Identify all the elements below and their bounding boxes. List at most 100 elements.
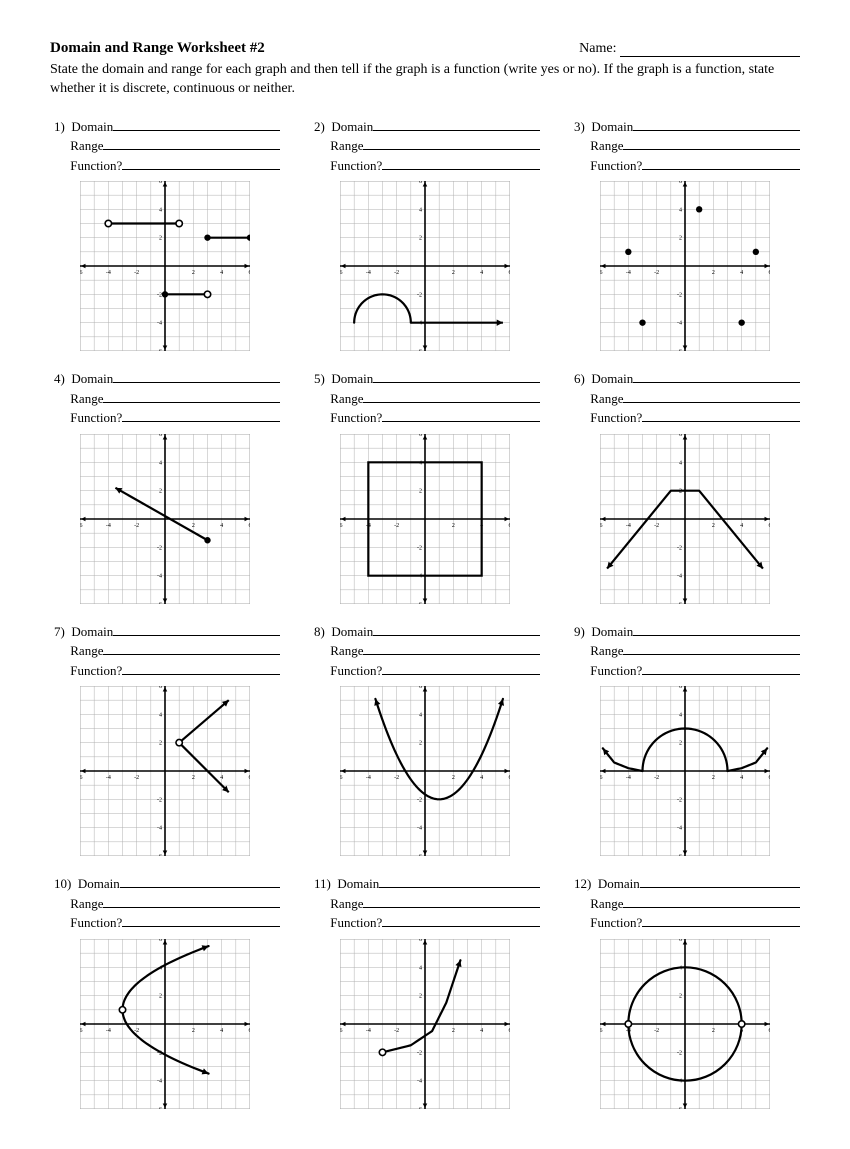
svg-text:-2: -2 <box>654 523 659 529</box>
function-blank[interactable] <box>122 408 280 422</box>
domain-blank[interactable] <box>120 874 280 888</box>
svg-text:-2: -2 <box>394 270 399 276</box>
svg-text:-6: -6 <box>80 775 83 781</box>
svg-text:-4: -4 <box>366 775 371 781</box>
svg-text:6: 6 <box>509 775 511 781</box>
graph-12: -6-6-4-4-2-2224466 <box>600 939 770 1109</box>
name-label: Name: <box>579 41 616 56</box>
range-blank[interactable] <box>623 389 800 403</box>
svg-text:4: 4 <box>159 460 162 466</box>
svg-text:2: 2 <box>159 741 162 747</box>
range-blank[interactable] <box>623 136 800 150</box>
svg-text:2: 2 <box>192 523 195 529</box>
svg-text:6: 6 <box>159 939 162 943</box>
domain-blank[interactable] <box>640 874 800 888</box>
function-blank[interactable] <box>642 156 800 170</box>
domain-blank[interactable] <box>113 369 280 383</box>
range-blank[interactable] <box>623 641 800 655</box>
range-blank[interactable] <box>363 389 540 403</box>
function-label: Function? <box>314 661 382 681</box>
domain-label: 10) Domain <box>54 874 120 894</box>
domain-blank[interactable] <box>373 622 540 636</box>
svg-text:-4: -4 <box>157 826 162 832</box>
svg-text:6: 6 <box>679 939 682 943</box>
svg-text:2: 2 <box>192 775 195 781</box>
svg-text:-4: -4 <box>626 775 631 781</box>
domain-blank[interactable] <box>113 117 280 131</box>
function-label: Function? <box>574 913 642 933</box>
svg-text:-2: -2 <box>157 293 162 299</box>
svg-text:6: 6 <box>509 523 511 529</box>
svg-text:-6: -6 <box>157 349 162 351</box>
graph-1: -6-6-4-4-2-2224466 <box>80 181 250 351</box>
domain-blank[interactable] <box>113 622 280 636</box>
range-label: Range <box>54 641 103 661</box>
function-blank[interactable] <box>382 913 540 927</box>
range-blank[interactable] <box>363 894 540 908</box>
domain-label: 7) Domain <box>54 622 113 642</box>
domain-blank[interactable] <box>633 622 800 636</box>
range-blank[interactable] <box>103 136 280 150</box>
svg-text:-2: -2 <box>134 775 139 781</box>
svg-text:4: 4 <box>220 775 223 781</box>
svg-text:2: 2 <box>192 1028 195 1034</box>
range-blank[interactable] <box>103 894 280 908</box>
range-blank[interactable] <box>103 389 280 403</box>
svg-text:4: 4 <box>740 775 743 781</box>
function-blank[interactable] <box>122 661 280 675</box>
svg-text:6: 6 <box>769 1028 771 1034</box>
svg-text:2: 2 <box>679 993 682 999</box>
svg-text:-4: -4 <box>106 775 111 781</box>
domain-label: 4) Domain <box>54 369 113 389</box>
domain-blank[interactable] <box>633 117 800 131</box>
problem-7: 7) Domain Range Function?-6-6-4-4-2-2224… <box>50 622 280 857</box>
domain-blank[interactable] <box>379 874 540 888</box>
name-blank[interactable] <box>620 56 800 57</box>
problem-fields: 5) Domain Range Function? <box>310 369 540 428</box>
function-blank[interactable] <box>122 913 280 927</box>
range-label: Range <box>574 641 623 661</box>
domain-blank[interactable] <box>373 117 540 131</box>
svg-text:-6: -6 <box>340 523 343 529</box>
graph-8: -6-6-4-4-2-2224466 <box>340 686 510 856</box>
function-blank[interactable] <box>382 661 540 675</box>
domain-label: 9) Domain <box>574 622 633 642</box>
function-blank[interactable] <box>642 408 800 422</box>
svg-text:6: 6 <box>249 270 251 276</box>
svg-text:-2: -2 <box>394 775 399 781</box>
function-blank[interactable] <box>382 156 540 170</box>
svg-text:4: 4 <box>679 713 682 719</box>
function-blank[interactable] <box>122 156 280 170</box>
domain-blank[interactable] <box>633 369 800 383</box>
svg-text:2: 2 <box>712 775 715 781</box>
svg-text:-6: -6 <box>340 1028 343 1034</box>
svg-text:6: 6 <box>509 1028 511 1034</box>
range-blank[interactable] <box>363 641 540 655</box>
domain-label: 1) Domain <box>54 117 113 137</box>
svg-text:-6: -6 <box>677 854 682 856</box>
range-blank[interactable] <box>363 136 540 150</box>
svg-text:2: 2 <box>419 236 422 242</box>
svg-text:2: 2 <box>452 523 455 529</box>
range-blank[interactable] <box>623 894 800 908</box>
svg-text:-2: -2 <box>417 545 422 551</box>
svg-text:-2: -2 <box>157 798 162 804</box>
range-blank[interactable] <box>103 641 280 655</box>
range-label: Range <box>54 389 103 409</box>
function-blank[interactable] <box>642 913 800 927</box>
problem-1: 1) Domain Range Function?-6-6-4-4-2-2224… <box>50 117 280 352</box>
svg-text:4: 4 <box>220 523 223 529</box>
svg-text:-4: -4 <box>157 1078 162 1084</box>
svg-text:2: 2 <box>452 1028 455 1034</box>
svg-text:-2: -2 <box>677 798 682 804</box>
svg-text:-6: -6 <box>80 1028 83 1034</box>
svg-text:-6: -6 <box>417 854 422 856</box>
svg-text:4: 4 <box>740 523 743 529</box>
svg-text:2: 2 <box>419 993 422 999</box>
function-blank[interactable] <box>382 408 540 422</box>
svg-text:-4: -4 <box>106 270 111 276</box>
domain-blank[interactable] <box>373 369 540 383</box>
function-blank[interactable] <box>642 661 800 675</box>
svg-text:-6: -6 <box>157 602 162 604</box>
svg-text:6: 6 <box>769 523 771 529</box>
